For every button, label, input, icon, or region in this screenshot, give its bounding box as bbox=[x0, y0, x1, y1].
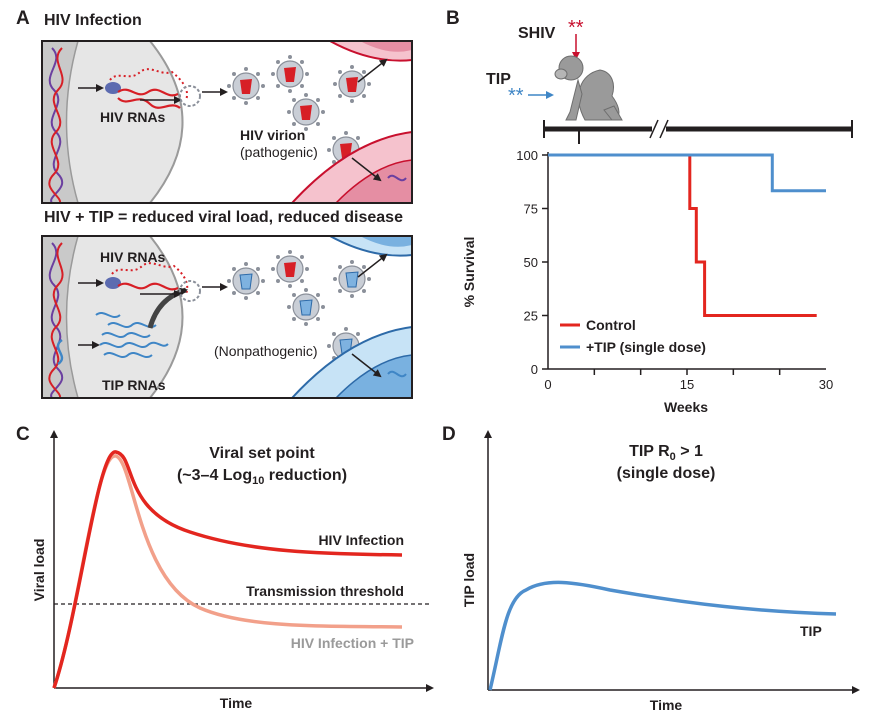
panel-label-d: D bbox=[442, 424, 456, 445]
tip-rna-strand bbox=[103, 352, 153, 358]
hiv-protein-chain bbox=[109, 68, 188, 101]
y-tick-label: 25 bbox=[524, 309, 538, 324]
ribosome bbox=[105, 277, 121, 289]
hiv-virion bbox=[332, 64, 372, 104]
hiv-infection-label: HIV Infection bbox=[318, 532, 404, 548]
target-cell-nucleus bbox=[360, 236, 412, 247]
panel-a-top-title: HIV Infection bbox=[44, 12, 142, 29]
tip-rna-strand bbox=[101, 332, 151, 338]
ribosome bbox=[105, 82, 121, 94]
x-axis-label: Time bbox=[650, 697, 683, 713]
hiv-virion bbox=[286, 92, 326, 132]
panel-a-top-box bbox=[41, 40, 413, 204]
hiv-tip-curve bbox=[52, 454, 403, 689]
hiv-tip-label: HIV Infection + TIP bbox=[291, 635, 414, 651]
hiv-infection-illustration bbox=[42, 41, 412, 203]
survival-chart: 0 25 50 75 100 0 15 30 % Survival Weeks Control… bbox=[461, 148, 833, 415]
infection-arrow bbox=[357, 253, 388, 278]
budding-virion bbox=[179, 85, 201, 107]
infection-arrow bbox=[351, 353, 382, 378]
tip-virion bbox=[286, 287, 326, 327]
panel-label-a: A bbox=[16, 8, 30, 29]
hiv-virion-label: HIV virion bbox=[240, 127, 305, 143]
hiv-virion bbox=[270, 249, 310, 289]
transmission-threshold-label: Transmission threshold bbox=[246, 583, 404, 599]
dna-helix bbox=[387, 174, 407, 182]
x-axis-label: Time bbox=[220, 695, 253, 711]
y-axis-label: Viral load bbox=[31, 539, 47, 602]
x-tick-label: 0 bbox=[544, 377, 551, 392]
legend-label-control: Control bbox=[586, 317, 636, 333]
dna-strand bbox=[48, 242, 64, 398]
macaque-illustration bbox=[554, 55, 623, 121]
x-tick-label: 30 bbox=[819, 377, 833, 392]
panel-a: A HIV Infection bbox=[16, 8, 413, 399]
y-axis-label: % Survival bbox=[461, 237, 477, 308]
shiv-label: SHIV bbox=[518, 25, 556, 42]
hiv-tip-illustration bbox=[42, 236, 412, 398]
tip-asterisks: ** bbox=[508, 85, 524, 107]
tip-label: TIP bbox=[486, 71, 511, 88]
hiv-rna-strand bbox=[117, 282, 179, 291]
panel-label-b: B bbox=[446, 8, 460, 29]
timeline-break-mark bbox=[659, 119, 669, 139]
chart-d-title-line2: (single dose) bbox=[617, 465, 716, 482]
pathogenic-label: (pathogenic) bbox=[240, 144, 318, 160]
panel-a-bottom-box bbox=[41, 235, 413, 399]
panel-c: C Viral load Time Viral set point (~3–4 … bbox=[16, 424, 434, 711]
x-axis-label: Weeks bbox=[664, 399, 708, 415]
tip-virion bbox=[332, 259, 372, 299]
infection-arrow bbox=[351, 157, 382, 182]
panel-a-bottom-title: HIV + TIP = reduced viral load, reduced … bbox=[44, 209, 403, 226]
infection-arrow bbox=[357, 58, 388, 83]
tip-provirus bbox=[387, 370, 407, 378]
tip-rnas-label: TIP RNAs bbox=[102, 377, 166, 393]
x-tick-label: 15 bbox=[680, 377, 694, 392]
tip-curve-label: TIP bbox=[800, 623, 822, 639]
shiv-asterisks: ** bbox=[568, 17, 584, 39]
tip-provirus bbox=[56, 339, 64, 365]
tip-rna-strand bbox=[95, 312, 121, 318]
budding-virion bbox=[179, 280, 201, 302]
chart-d-title-line1: TIP R0 > 1 bbox=[629, 443, 703, 463]
panel-label-c: C bbox=[16, 424, 30, 445]
y-tick-label: 50 bbox=[524, 255, 538, 270]
y-tick-label: 0 bbox=[531, 362, 538, 377]
hiv-infection-curve bbox=[52, 450, 403, 689]
hiv-rnas-label: HIV RNAs bbox=[100, 109, 166, 125]
legend: Control +TIP (single dose) bbox=[560, 317, 706, 355]
tip-load-curve bbox=[488, 580, 837, 691]
series-line-tip bbox=[548, 153, 826, 193]
hiv-virion bbox=[226, 66, 266, 106]
dna-strand bbox=[48, 47, 64, 203]
timeline-break-mark bbox=[649, 119, 659, 139]
y-tick-label: 100 bbox=[516, 148, 538, 163]
panel-d: D TIP load Time TIP R0 > 1 (single dose)… bbox=[442, 424, 860, 713]
hiv-rna-strand bbox=[117, 88, 179, 97]
y-axis-label: TIP load bbox=[461, 553, 477, 607]
infected-cell bbox=[42, 41, 184, 203]
legend-label-tip: +TIP (single dose) bbox=[586, 339, 706, 355]
tip-rna-strand bbox=[99, 341, 169, 348]
series-line-control bbox=[548, 153, 817, 317]
chart-c-title-line1: Viral set point bbox=[209, 445, 315, 462]
hiv-protein-chain bbox=[111, 262, 189, 295]
tip-virion bbox=[226, 261, 266, 301]
hiv-virion bbox=[270, 54, 310, 94]
hiv-rnas-label: HIV RNAs bbox=[100, 249, 166, 265]
hiv-rna-strand bbox=[117, 97, 181, 109]
y-tick-label: 75 bbox=[524, 202, 538, 217]
target-cell-nucleus bbox=[360, 41, 412, 52]
chart-c-title-line2: (~3–4 Log10 reduction) bbox=[177, 467, 347, 487]
nonpathogenic-label: (Nonpathogenic) bbox=[214, 343, 318, 359]
